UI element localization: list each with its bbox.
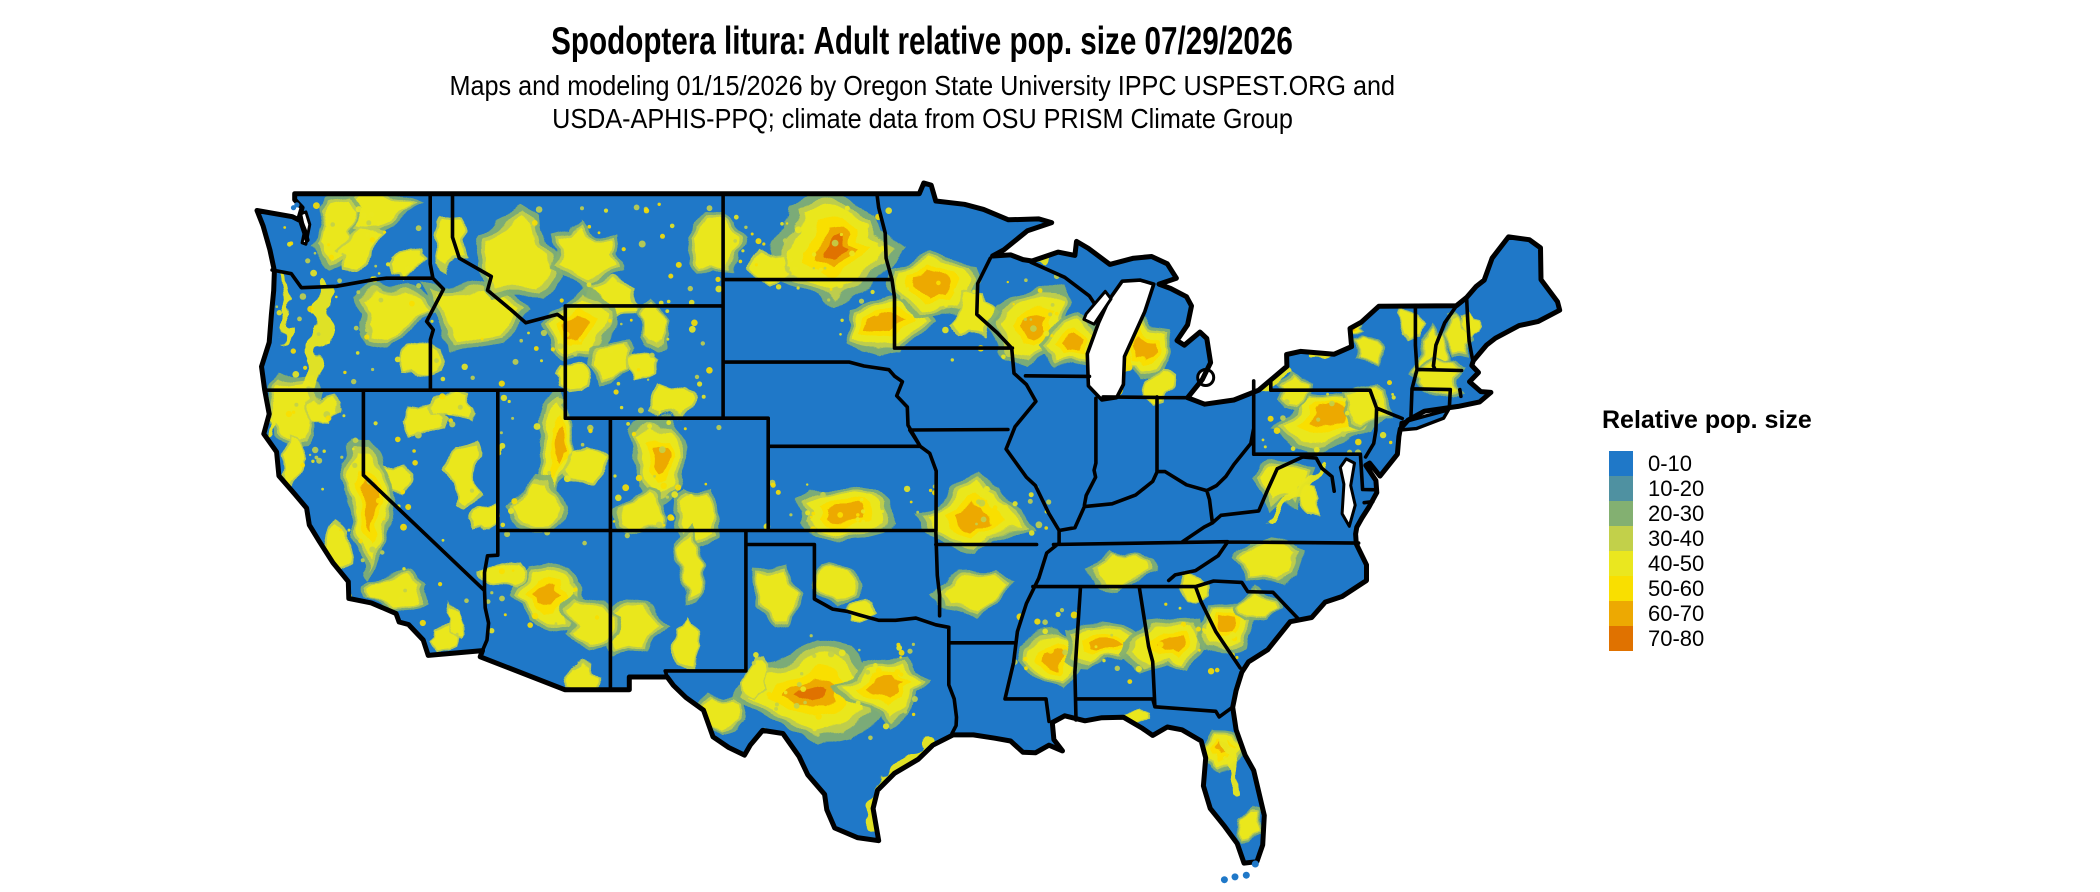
legend-swatch: [1609, 601, 1633, 626]
legend-item: 70-80: [1609, 626, 1812, 651]
legend-item-label: 0-10: [1648, 451, 1693, 476]
legend-item-label: 70-80: [1648, 626, 1705, 651]
legend-title: Relative pop. size: [1602, 406, 1812, 434]
legend-item: 10-20: [1609, 476, 1812, 501]
subtitle-line-1: Maps and modeling 01/15/2026 by Oregon S…: [449, 70, 1396, 101]
map-legend: Relative pop. size 0-10 10-20 20-30 30-40 40…: [1602, 406, 1812, 651]
map-subtitle: Maps and modeling 01/15/2026 by Oregon S…: [0, 69, 1845, 135]
legend-item: 0-10: [1609, 451, 1812, 476]
legend-item-label: 50-60: [1648, 576, 1705, 601]
subtitle-line-2: USDA-APHIS-PPQ; climate data from OSU PR…: [552, 103, 1293, 134]
legend-item-label: 20-30: [1648, 501, 1705, 526]
legend-item: 30-40: [1609, 526, 1812, 551]
legend-item: 20-30: [1609, 501, 1812, 526]
legend-swatch: [1609, 626, 1633, 651]
legend-swatch: [1609, 576, 1633, 601]
map-header: Spodoptera litura: Adult relative pop. s…: [0, 0, 1845, 135]
legend-item: 40-50: [1609, 551, 1812, 576]
legend-item: 50-60: [1609, 576, 1812, 601]
legend-item: 60-70: [1609, 601, 1812, 626]
legend-swatch: [1609, 551, 1633, 576]
legend-item-label: 30-40: [1648, 526, 1705, 551]
page-title: Spodoptera litura: Adult relative pop. s…: [551, 20, 1294, 63]
legend-swatch: [1609, 501, 1633, 526]
legend-swatch: [1609, 476, 1633, 501]
legend-item-label: 10-20: [1648, 476, 1705, 501]
legend-item-label: 60-70: [1648, 601, 1705, 626]
legend-swatch: [1609, 451, 1633, 476]
legend-swatch: [1609, 526, 1633, 551]
legend-rows: 0-10 10-20 20-30 30-40 40-50 50-60 60-70 70-80: [1609, 451, 1812, 651]
legend-item-label: 40-50: [1648, 551, 1705, 576]
